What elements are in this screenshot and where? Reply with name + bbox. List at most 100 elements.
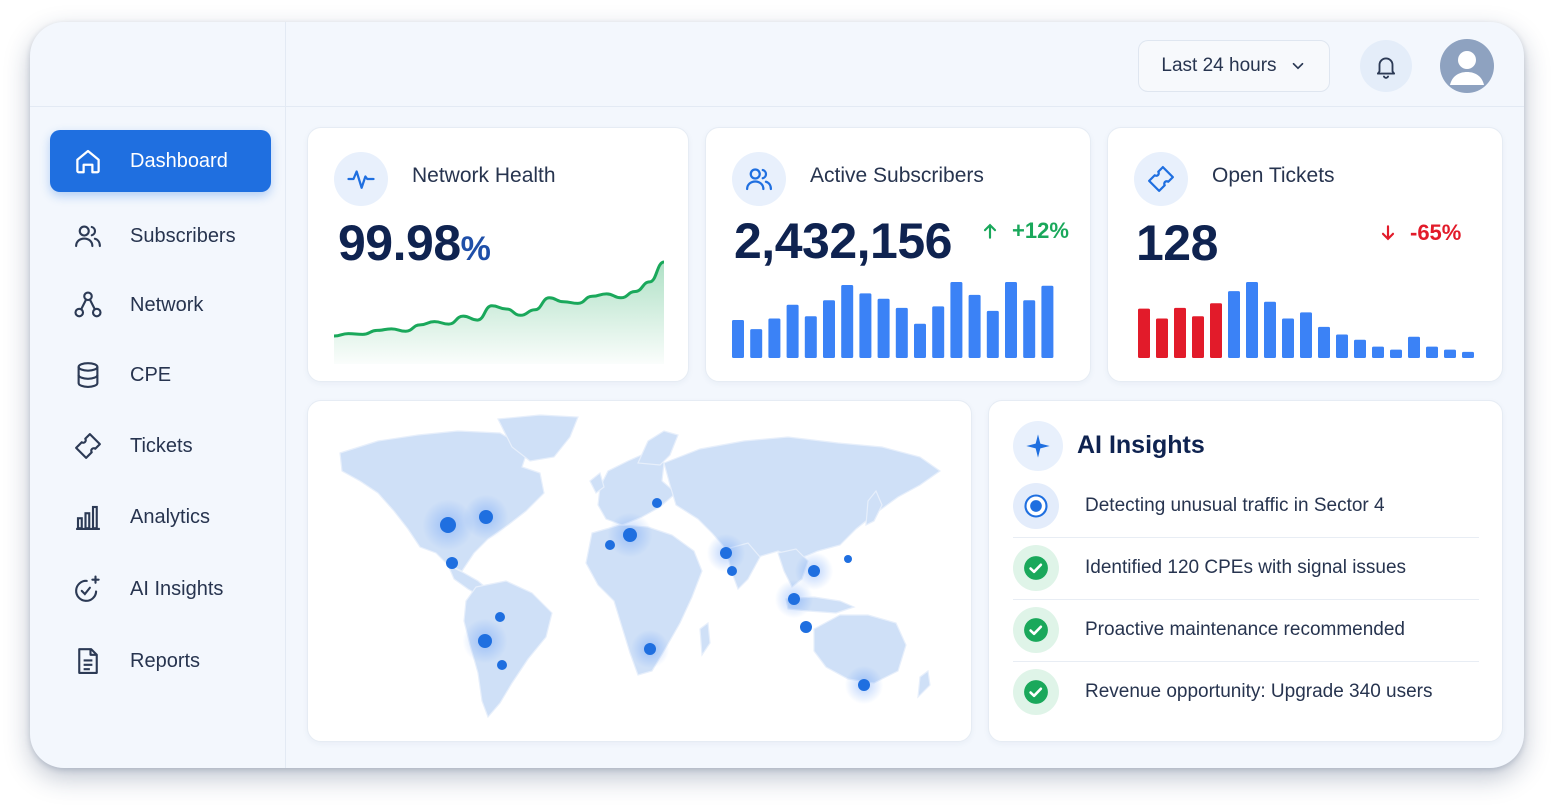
- map-marker-south-america-south[interactable]: [497, 660, 507, 670]
- chart-bar: [1408, 336, 1420, 358]
- insight-item[interactable]: Revenue opportunity: Upgrade 340 users: [1013, 661, 1479, 723]
- insight-item[interactable]: Detecting unusual traffic in Sector 4: [1013, 475, 1479, 538]
- sidebar-item-tickets[interactable]: Tickets: [50, 415, 271, 477]
- map-marker-indonesia[interactable]: [800, 621, 812, 633]
- sidebar-item-cpe[interactable]: CPE: [50, 344, 271, 406]
- chart-bar: [1354, 339, 1366, 358]
- network-icon: [70, 287, 106, 323]
- sidebar-item-label: Dashboard: [130, 149, 228, 172]
- chart-bar: [732, 320, 744, 358]
- pulse-icon: [334, 152, 388, 206]
- map-marker-south-america-west[interactable]: [478, 634, 492, 648]
- chart-bar: [1462, 351, 1474, 358]
- map-marker-japan[interactable]: [844, 555, 852, 563]
- home-icon: [70, 143, 106, 179]
- continents: [339, 414, 942, 719]
- kpi-value: 128: [1136, 215, 1218, 271]
- new-zealand: [917, 669, 931, 699]
- trend-value: +12%: [1012, 218, 1069, 243]
- chart-bar: [895, 307, 908, 358]
- check-circle-icon: [1013, 607, 1059, 653]
- users-icon: [70, 218, 106, 254]
- chart-bar: [1336, 334, 1348, 358]
- sidebar-item-subscribers[interactable]: Subscribers: [50, 205, 271, 267]
- network-health-value: 99.98: [338, 215, 461, 271]
- trend-value: -65%: [1410, 220, 1462, 245]
- sidebar-item-reports[interactable]: Reports: [50, 630, 271, 692]
- active-subscribers-card: Active Subscribers 2,432,156 +12%: [705, 127, 1091, 382]
- network-health-card: Network Health 99.98%: [307, 127, 689, 382]
- kpi-value: 99.98%: [338, 214, 491, 272]
- trend-indicator: -65%: [1378, 220, 1461, 246]
- chart-bar: [1228, 291, 1240, 358]
- insight-text: Detecting unusual traffic in Sector 4: [1085, 495, 1385, 516]
- insight-text: Proactive maintenance recommended: [1085, 619, 1406, 640]
- map-marker-europe-central[interactable]: [623, 528, 637, 542]
- network-health-sparkline: [334, 260, 664, 364]
- open-tickets-card: Open Tickets 128 -65%: [1107, 127, 1503, 382]
- user-avatar-button[interactable]: [1440, 39, 1494, 93]
- chart-bar: [1444, 349, 1456, 358]
- map-marker-north-america-west[interactable]: [440, 517, 456, 533]
- asia: [663, 436, 942, 564]
- sidebar-item-ai-insights[interactable]: AI Insights: [50, 558, 271, 620]
- map-marker-east-asia[interactable]: [808, 565, 820, 577]
- sparkline-line: [334, 260, 664, 338]
- map-marker-australia[interactable]: [858, 679, 870, 691]
- sidebar-item-label: Subscribers: [130, 224, 236, 247]
- arrow-up-icon: [983, 223, 997, 239]
- sparkle-icon: [1013, 421, 1063, 471]
- subscribers-bar-chart: [732, 282, 1054, 358]
- ai-insights-title: AI Insights: [1077, 431, 1205, 459]
- time-range-dropdown[interactable]: Last 24 hours: [1138, 40, 1330, 92]
- notifications-button[interactable]: [1360, 40, 1412, 92]
- sidebar-item-label: Reports: [130, 649, 201, 672]
- check-circle-icon: [1013, 545, 1059, 591]
- sidebar-item-dashboard[interactable]: Dashboard: [50, 130, 271, 192]
- sidebar: Dashboard Subscribers Network CPE: [30, 22, 286, 768]
- south-america: [463, 580, 553, 719]
- sidebar-item-label: CPE: [130, 363, 172, 386]
- chart-bar: [968, 294, 981, 358]
- insight-item[interactable]: Proactive maintenance recommended: [1013, 599, 1479, 662]
- ticket-icon: [70, 428, 106, 464]
- chart-bar: [1264, 301, 1276, 358]
- trend-indicator: +12%: [980, 218, 1069, 244]
- map-marker-central-africa[interactable]: [644, 643, 656, 655]
- sidebar-header: [30, 22, 285, 107]
- chart-bar: [804, 316, 817, 358]
- chart-bar: [914, 323, 926, 358]
- map-marker-southeast-asia[interactable]: [788, 593, 800, 605]
- sparkline-area: [334, 262, 664, 364]
- chart-bar: [1041, 285, 1054, 358]
- chart-bar: [1246, 282, 1258, 358]
- chart-bar: [1023, 300, 1036, 358]
- sidebar-item-label: AI Insights: [130, 577, 224, 600]
- kpi-title: Open Tickets: [1212, 164, 1335, 187]
- chart-bar: [768, 318, 781, 358]
- sidebar-item-network[interactable]: Network: [50, 274, 271, 336]
- chart-bar: [950, 282, 963, 358]
- users-icon: [732, 152, 786, 206]
- sidebar-item-label: Network: [130, 293, 204, 316]
- bar-chart-icon: [70, 499, 106, 535]
- chart-bar: [1174, 307, 1186, 358]
- chart-bar: [1300, 312, 1312, 358]
- map-marker-north-america-east[interactable]: [479, 510, 493, 524]
- database-icon: [70, 357, 106, 393]
- map-marker-scandinavia[interactable]: [652, 498, 662, 508]
- chart-bar: [1282, 318, 1294, 358]
- sidebar-item-analytics[interactable]: Analytics: [50, 486, 271, 548]
- chart-bar: [1005, 282, 1017, 358]
- map-marker-south-america-north[interactable]: [495, 612, 505, 622]
- map-marker-middle-east[interactable]: [720, 547, 732, 559]
- ticket-icon: [1134, 152, 1188, 206]
- map-marker-us-south[interactable]: [446, 557, 458, 569]
- document-icon: [70, 643, 106, 679]
- map-marker-india[interactable]: [727, 566, 737, 576]
- kpi-title: Active Subscribers: [810, 164, 984, 187]
- japan: [865, 489, 883, 527]
- world-map-card: [307, 400, 972, 742]
- insight-item[interactable]: Identified 120 CPEs with signal issues: [1013, 537, 1479, 600]
- map-marker-western-europe[interactable]: [605, 540, 615, 550]
